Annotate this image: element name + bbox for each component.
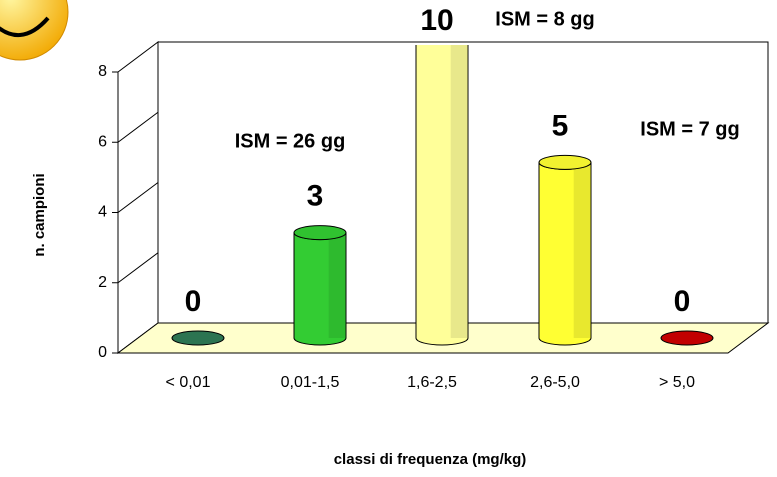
bar [415,45,469,346]
grid-line [117,182,159,213]
grid-line [117,252,159,284]
bar-shade [573,162,590,338]
y-tick-label: 8 [98,63,107,80]
y-tick-label: 0 [98,344,107,361]
x-tick-label: 0,01-1,5 [281,374,340,391]
bar [171,330,225,346]
bar [660,330,714,346]
x-tick-label: 2,6-5,0 [530,374,580,391]
data-label: 3 [307,180,324,213]
x-tick-label: < 0,01 [166,374,211,391]
bar-top [293,225,347,241]
bar-top [660,330,714,346]
bar [293,225,347,346]
data-label: 0 [674,285,691,318]
grid-line [117,111,159,143]
data-label: 5 [552,109,569,142]
x-tick-label: 1,6-2,5 [407,374,457,391]
y-tick-label: 2 [98,274,107,291]
annotation: ISM = 26 gg [235,130,346,152]
x-axis-title: classi di frequenza (mg/kg) [334,451,527,468]
bars [171,45,714,346]
bar-top [171,330,225,346]
y-tick-label: 6 [98,133,107,150]
y-axis-title: n. campioni [31,173,48,256]
data-label: 0 [185,285,202,318]
y-tick-label: 4 [98,204,107,221]
smiley-icon [0,0,69,61]
annotation: ISM = 8 gg [495,8,594,30]
bar-top [538,154,592,170]
bar-shade [450,45,467,338]
x-tick-label: > 5,0 [659,374,695,391]
data-label: 10 [420,4,453,37]
annotation: ISM = 7 gg [640,118,739,140]
bar [538,154,592,346]
bar-shade [328,232,345,338]
